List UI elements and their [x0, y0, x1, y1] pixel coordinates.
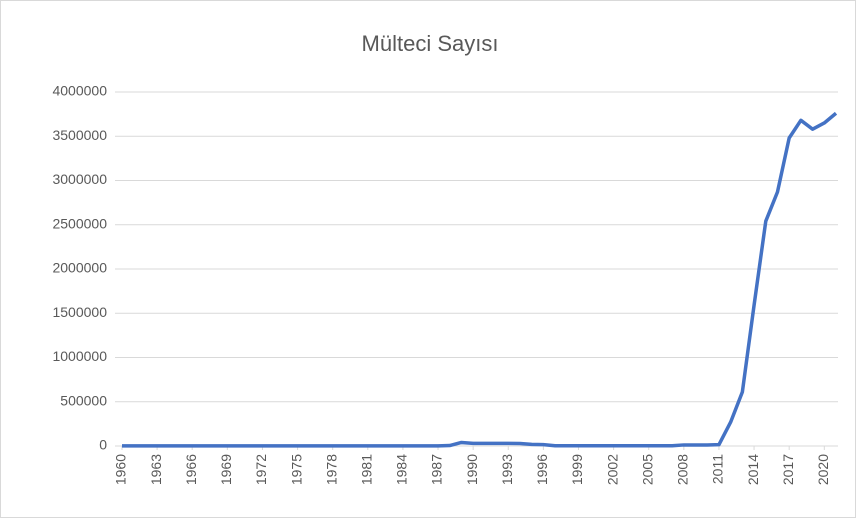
x-tick-label: 1972: [253, 454, 269, 485]
data-line: [122, 111, 838, 448]
y-tick-label: 500000: [60, 392, 107, 408]
x-tick-label: 2020: [815, 454, 831, 485]
y-tick-label: 1000000: [52, 348, 107, 364]
x-tick-label: 1975: [288, 454, 304, 485]
x-tick-label: 1960: [113, 454, 129, 485]
x-tick-label: 1966: [183, 454, 199, 485]
y-tick-label: 0: [99, 437, 107, 453]
x-tick-label: 1996: [534, 454, 550, 485]
x-tick-label: 2011: [710, 454, 726, 484]
x-tick-label: 2017: [780, 454, 796, 485]
x-tick-label: 1969: [218, 454, 234, 485]
x-tick-label: 1963: [148, 454, 164, 485]
x-tick-label: 1987: [429, 454, 445, 485]
x-tick-label: 1984: [394, 454, 410, 485]
x-tick-label: 2008: [675, 454, 691, 485]
y-tick-label: 1500000: [52, 304, 107, 320]
x-tick-label: 1990: [464, 454, 480, 485]
y-tick-label: 2000000: [52, 260, 107, 276]
chart-title: Mülteci Sayısı: [362, 31, 499, 56]
y-tick-label: 2500000: [52, 215, 107, 231]
y-tick-label: 3500000: [52, 127, 107, 143]
x-tick-label: 2005: [639, 454, 655, 485]
x-tick-label: 1993: [499, 454, 515, 485]
x-tick-label: 1999: [569, 454, 585, 485]
y-tick-label: 4000000: [52, 83, 107, 99]
x-tick-label: 1978: [323, 454, 339, 485]
x-tick-label: 2002: [604, 454, 620, 485]
y-tick-label: 3000000: [52, 171, 107, 187]
x-tick-label: 2014: [745, 454, 761, 485]
x-tick-label: 1981: [359, 454, 375, 485]
